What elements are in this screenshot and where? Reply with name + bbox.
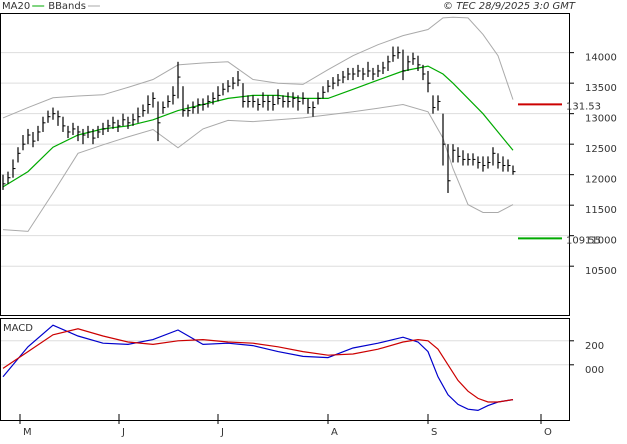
price-panel — [0, 13, 570, 316]
series-line — [2, 324, 514, 412]
y-tick-label: 200 — [585, 341, 604, 352]
y-tick-label: 12500 — [585, 144, 617, 155]
y-tick-label: 14000 — [585, 53, 617, 64]
panel-title: MACD — [3, 323, 33, 334]
x-tick-label: J — [220, 427, 224, 438]
y-tick-label: 13000 — [585, 114, 617, 125]
band-line — [2, 103, 514, 232]
y-tick-label: 11500 — [585, 205, 617, 216]
macd-panel — [0, 318, 570, 421]
y-tick-label: 12000 — [585, 175, 617, 186]
x-tick-label: O — [544, 427, 552, 438]
x-tick-label: A — [331, 427, 338, 438]
x-tick-label: S — [431, 427, 437, 438]
series-line — [2, 328, 514, 403]
level-label: 131.53 — [566, 101, 601, 112]
level-label: 109.55 — [566, 235, 601, 246]
x-tick-label: J — [121, 427, 125, 438]
x-tick-label: M — [23, 427, 32, 438]
legend-label: MA20 — [2, 1, 30, 12]
timestamp: © TEC 28/9/2025 3:0 GMT — [443, 1, 576, 12]
band-line — [2, 16, 514, 119]
y-tick-label: 10500 — [585, 266, 617, 277]
legend-label: BBands — [48, 1, 86, 12]
y-tick-label: 000 — [585, 365, 604, 376]
series-line — [2, 65, 514, 188]
y-tick-label: 13500 — [585, 83, 617, 94]
y-tick-label: 11000 — [585, 236, 617, 247]
